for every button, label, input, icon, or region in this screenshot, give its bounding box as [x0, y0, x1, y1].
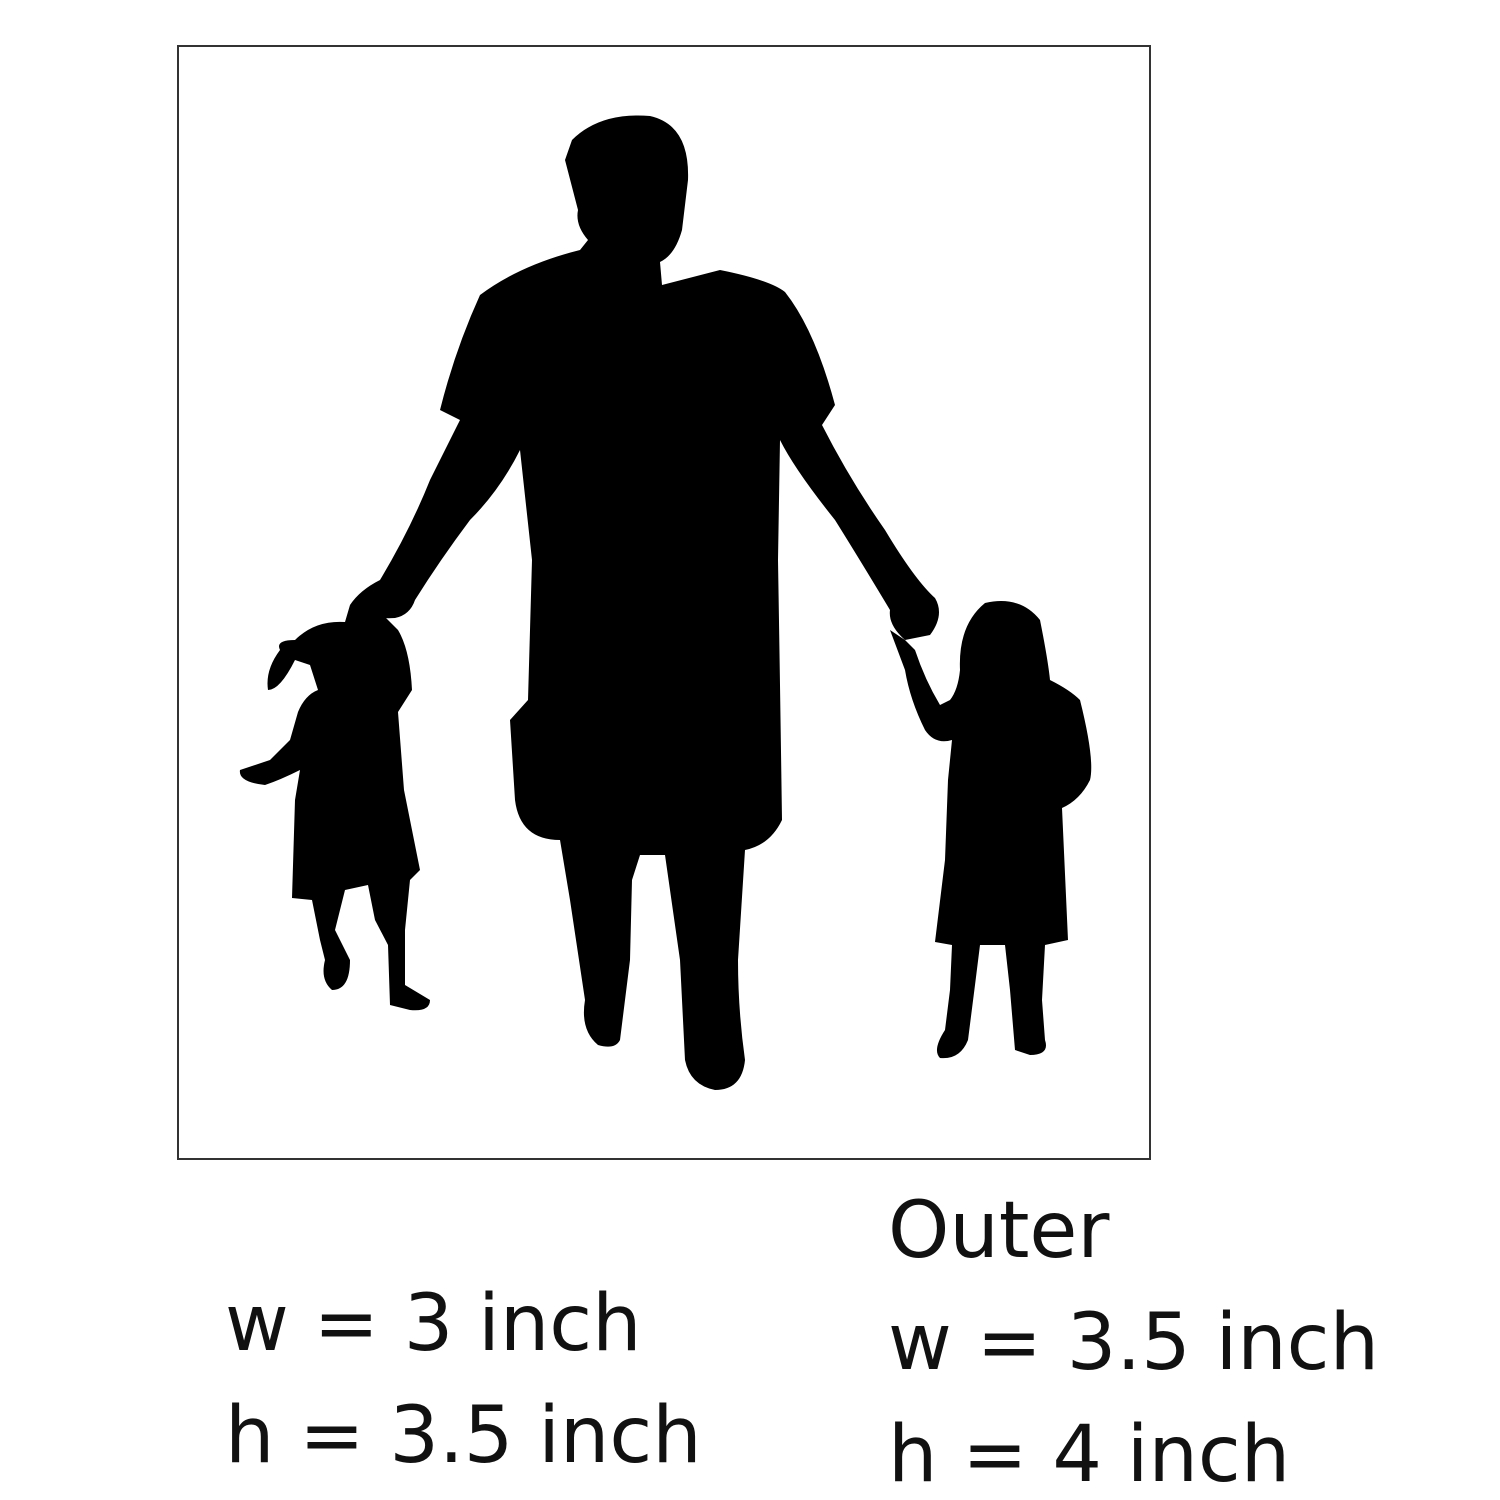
- right-child-silhouette: [890, 601, 1092, 1059]
- outer-width-label: w = 3.5 inch: [888, 1298, 1380, 1388]
- inner-height-label: h = 3.5 inch: [225, 1391, 702, 1481]
- inner-width-label: w = 3 inch: [225, 1279, 642, 1369]
- man-silhouette: [350, 115, 939, 1090]
- outer-frame: [177, 45, 1151, 1160]
- left-child-silhouette: [239, 605, 430, 1011]
- outer-height-label: h = 4 inch: [888, 1410, 1291, 1500]
- outer-title: Outer: [888, 1186, 1110, 1276]
